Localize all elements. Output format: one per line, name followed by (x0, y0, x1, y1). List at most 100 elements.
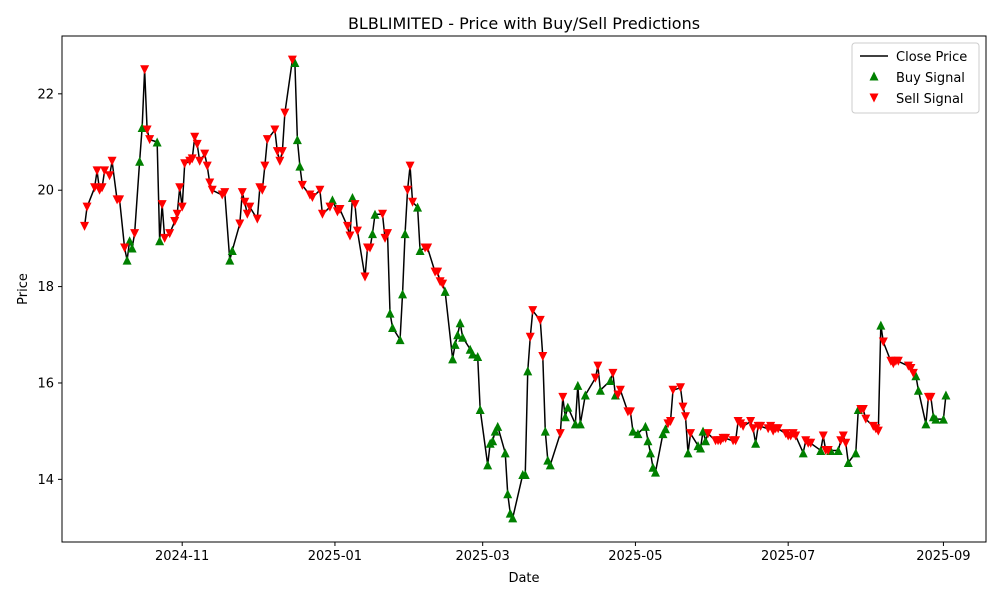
sell-signal-marker (555, 429, 565, 439)
sell-signal-marker (297, 180, 307, 190)
buy-signal-marker (540, 426, 550, 436)
buy-signal-marker (523, 366, 533, 376)
sell-signal-marker (665, 417, 675, 427)
legend-label-sell-signal: Sell Signal (896, 92, 964, 107)
buy-signal-marker (931, 414, 941, 424)
legend-label-close-price: Close Price (896, 50, 967, 65)
sell-signal-marker (115, 195, 125, 205)
x-tick-label: 2025-03 (456, 549, 510, 564)
sell-signal-marker (80, 221, 90, 231)
buy-signal-marker (453, 330, 463, 340)
buy-signal-marker (798, 448, 808, 458)
sell-signal-marker (438, 279, 448, 289)
buy-signal-marker (137, 123, 147, 133)
sell-signal-marker (120, 243, 130, 253)
buy-signal-marker (575, 419, 585, 429)
sell-signal-marker (538, 351, 548, 361)
buy-signal-marker (643, 436, 653, 446)
sell-signal-marker (731, 436, 741, 446)
buy-signal-marker (573, 380, 583, 390)
buy-signal-marker (595, 385, 605, 395)
sell-signal-marker (926, 392, 936, 402)
buy-signal-marker (650, 467, 660, 477)
buy-signal-marker (125, 236, 135, 246)
sell-signal-marker (220, 188, 230, 198)
sell-signal-marker (307, 192, 317, 202)
buy-signal-marker (122, 255, 132, 265)
sell-signal-marker (202, 161, 212, 171)
axes-frame (61, 35, 987, 543)
buy-signal-marker (640, 421, 650, 431)
buy-signal-marker (127, 243, 137, 253)
buy-signal-marker (450, 339, 460, 349)
buy-signal-marker (295, 161, 305, 171)
legend-label-buy-signal: Buy Signal (896, 71, 965, 86)
buy-signal-marker (370, 209, 380, 219)
sell-signal-marker (257, 185, 267, 195)
buy-signal-marker (698, 426, 708, 436)
buy-signal-marker (580, 390, 590, 400)
buy-signal-marker (851, 448, 861, 458)
sell-signal-marker (405, 161, 415, 171)
chart-title: BLBLIMITED - Price with Buy/Sell Predict… (348, 14, 700, 33)
sell-signal-marker (130, 229, 140, 239)
sell-signal-marker (160, 233, 170, 243)
buy-signal-marker (448, 354, 458, 364)
y-tick-label: 22 (37, 87, 54, 102)
sell-signal-marker (383, 229, 393, 239)
buy-signal-marker (388, 323, 398, 333)
sell-signal-marker (908, 368, 918, 378)
x-tick-label: 2024-11 (155, 549, 209, 564)
sell-signal-marker (766, 421, 776, 431)
buy-signal-marker (876, 320, 886, 330)
buy-signal-marker (633, 429, 643, 439)
sell-signal-marker (681, 412, 691, 422)
buy-signal-marker (645, 448, 655, 458)
legend-frame (851, 42, 980, 114)
sell-signal-marker (558, 392, 568, 402)
buy-signal-marker (503, 489, 513, 499)
buy-signal-marker (455, 318, 465, 328)
buy-signal-marker (473, 351, 483, 361)
buy-signal-marker (751, 438, 761, 448)
sell-signal-marker (170, 217, 180, 227)
sell-signal-marker (423, 243, 433, 253)
sell-signal-marker (676, 383, 686, 393)
buy-signal-marker (605, 376, 615, 386)
buy-signal-marker (701, 436, 711, 446)
buy-signal-marker (843, 457, 853, 467)
sell-signal-marker (335, 204, 345, 214)
sell-signal-marker (245, 202, 255, 212)
buy-signal-marker (395, 335, 405, 345)
buy-signal-marker (135, 156, 145, 166)
sell-signal-marker (608, 368, 618, 378)
y-tick-label: 14 (37, 473, 54, 488)
sell-signal-marker (315, 185, 325, 195)
sell-signal-marker (408, 197, 418, 207)
sell-signal-marker (858, 404, 868, 414)
y-axis-ticks: 14 16 18 20 22 (37, 87, 62, 488)
sell-signal-marker (360, 272, 370, 282)
x-tick-label: 2025-05 (608, 549, 662, 564)
buy-signal-marker (560, 412, 570, 422)
sell-signal-marker (738, 421, 748, 431)
sell-signal-marker (107, 156, 117, 166)
sell-signal-marker (721, 433, 731, 443)
sell-signal-marker (260, 161, 270, 171)
plot-area (80, 55, 951, 523)
sell-signal-marker (625, 407, 635, 417)
sell-signal-marker (678, 402, 688, 412)
sell-signal-marker (342, 221, 352, 231)
sell-signal-marker (746, 417, 756, 427)
buy-signal-marker (385, 308, 395, 318)
y-tick-label: 20 (37, 184, 54, 199)
buy-signal-marker (913, 385, 923, 395)
sell-signal-marker (140, 65, 150, 75)
sell-signal-marker (841, 438, 851, 448)
sell-signal-marker (200, 149, 210, 159)
sell-signal-marker (262, 135, 272, 145)
sell-signal-marker (878, 337, 888, 347)
buy-signal-marker (440, 286, 450, 296)
sell-signal-marker (378, 209, 388, 219)
